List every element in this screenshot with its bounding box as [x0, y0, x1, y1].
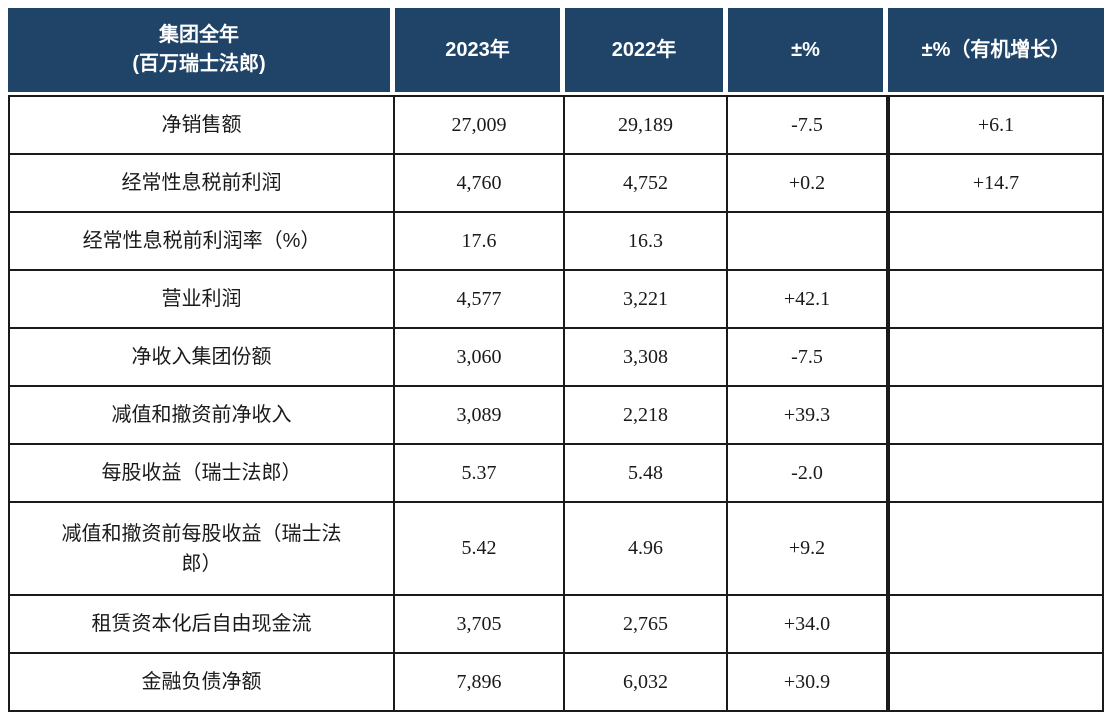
- row-label: 营业利润: [8, 271, 395, 329]
- value-change-pct: -7.5: [728, 329, 888, 387]
- value-2023: 17.6: [395, 213, 565, 271]
- value-change-pct: -7.5: [728, 95, 888, 155]
- header-2022: 2022年: [565, 8, 728, 95]
- table-row: 净销售额 27,009 29,189 -7.5 +6.1: [8, 95, 1104, 155]
- value-2022: 2,765: [565, 596, 728, 654]
- value-change-pct: +30.9: [728, 654, 888, 712]
- header-2023: 2023年: [395, 8, 565, 95]
- row-label: 减值和撤资前每股收益（瑞士法郎）: [8, 503, 395, 596]
- value-2022: 3,308: [565, 329, 728, 387]
- row-label: 净收入集团份额: [8, 329, 395, 387]
- value-organic-pct: +6.1: [888, 95, 1104, 155]
- table-row: 减值和撤资前净收入 3,089 2,218 +39.3: [8, 387, 1104, 445]
- table-row: 净收入集团份额 3,060 3,308 -7.5: [8, 329, 1104, 387]
- table-row: 租赁资本化后自由现金流 3,705 2,765 +34.0: [8, 596, 1104, 654]
- value-2023: 3,060: [395, 329, 565, 387]
- value-2022: 29,189: [565, 95, 728, 155]
- value-2022: 3,221: [565, 271, 728, 329]
- row-label: 减值和撤资前净收入: [8, 387, 395, 445]
- value-organic-pct: [888, 503, 1104, 596]
- value-2022: 4.96: [565, 503, 728, 596]
- value-2023: 3,089: [395, 387, 565, 445]
- financial-results-table: 集团全年 (百万瑞士法郎) 2023年 2022年 ±% ±%（有机增长） 净销…: [8, 8, 1104, 712]
- value-organic-pct: [888, 329, 1104, 387]
- table-row: 经常性息税前利润 4,760 4,752 +0.2 +14.7: [8, 155, 1104, 213]
- value-2023: 3,705: [395, 596, 565, 654]
- value-organic-pct: [888, 654, 1104, 712]
- value-2022: 6,032: [565, 654, 728, 712]
- value-change-pct: -2.0: [728, 445, 888, 503]
- header-group-metric: 集团全年 (百万瑞士法郎): [8, 8, 395, 95]
- value-organic-pct: [888, 445, 1104, 503]
- header-group-title: 集团全年: [159, 24, 239, 46]
- row-label: 每股收益（瑞士法郎）: [8, 445, 395, 503]
- value-change-pct: [728, 213, 888, 271]
- table-row: 每股收益（瑞士法郎） 5.37 5.48 -2.0: [8, 445, 1104, 503]
- value-organic-pct: [888, 213, 1104, 271]
- header-change-pct: ±%: [728, 8, 888, 95]
- row-label: 租赁资本化后自由现金流: [8, 596, 395, 654]
- value-change-pct: +9.2: [728, 503, 888, 596]
- value-organic-pct: [888, 596, 1104, 654]
- value-organic-pct: +14.7: [888, 155, 1104, 213]
- value-2022: 2,218: [565, 387, 728, 445]
- row-label: 净销售额: [8, 95, 395, 155]
- value-change-pct: +39.3: [728, 387, 888, 445]
- value-change-pct: +34.0: [728, 596, 888, 654]
- table-row: 减值和撤资前每股收益（瑞士法郎） 5.42 4.96 +9.2: [8, 503, 1104, 596]
- value-organic-pct: [888, 387, 1104, 445]
- value-2023: 27,009: [395, 95, 565, 155]
- value-2023: 4,577: [395, 271, 565, 329]
- value-organic-pct: [888, 271, 1104, 329]
- row-label: 经常性息税前利润: [8, 155, 395, 213]
- table-row: 金融负债净额 7,896 6,032 +30.9: [8, 654, 1104, 712]
- table-row: 经常性息税前利润率（%） 17.6 16.3: [8, 213, 1104, 271]
- header-organic-pct: ±%（有机增长）: [888, 8, 1104, 95]
- value-2022: 5.48: [565, 445, 728, 503]
- value-change-pct: +42.1: [728, 271, 888, 329]
- value-2022: 4,752: [565, 155, 728, 213]
- table-row: 营业利润 4,577 3,221 +42.1: [8, 271, 1104, 329]
- value-2023: 5.37: [395, 445, 565, 503]
- row-label: 金融负债净额: [8, 654, 395, 712]
- value-2022: 16.3: [565, 213, 728, 271]
- value-change-pct: +0.2: [728, 155, 888, 213]
- header-row: 集团全年 (百万瑞士法郎) 2023年 2022年 ±% ±%（有机增长）: [8, 8, 1104, 95]
- header-group-unit: (百万瑞士法郎): [132, 53, 266, 75]
- row-label: 经常性息税前利润率（%）: [8, 213, 395, 271]
- value-2023: 4,760: [395, 155, 565, 213]
- value-2023: 5.42: [395, 503, 565, 596]
- value-2023: 7,896: [395, 654, 565, 712]
